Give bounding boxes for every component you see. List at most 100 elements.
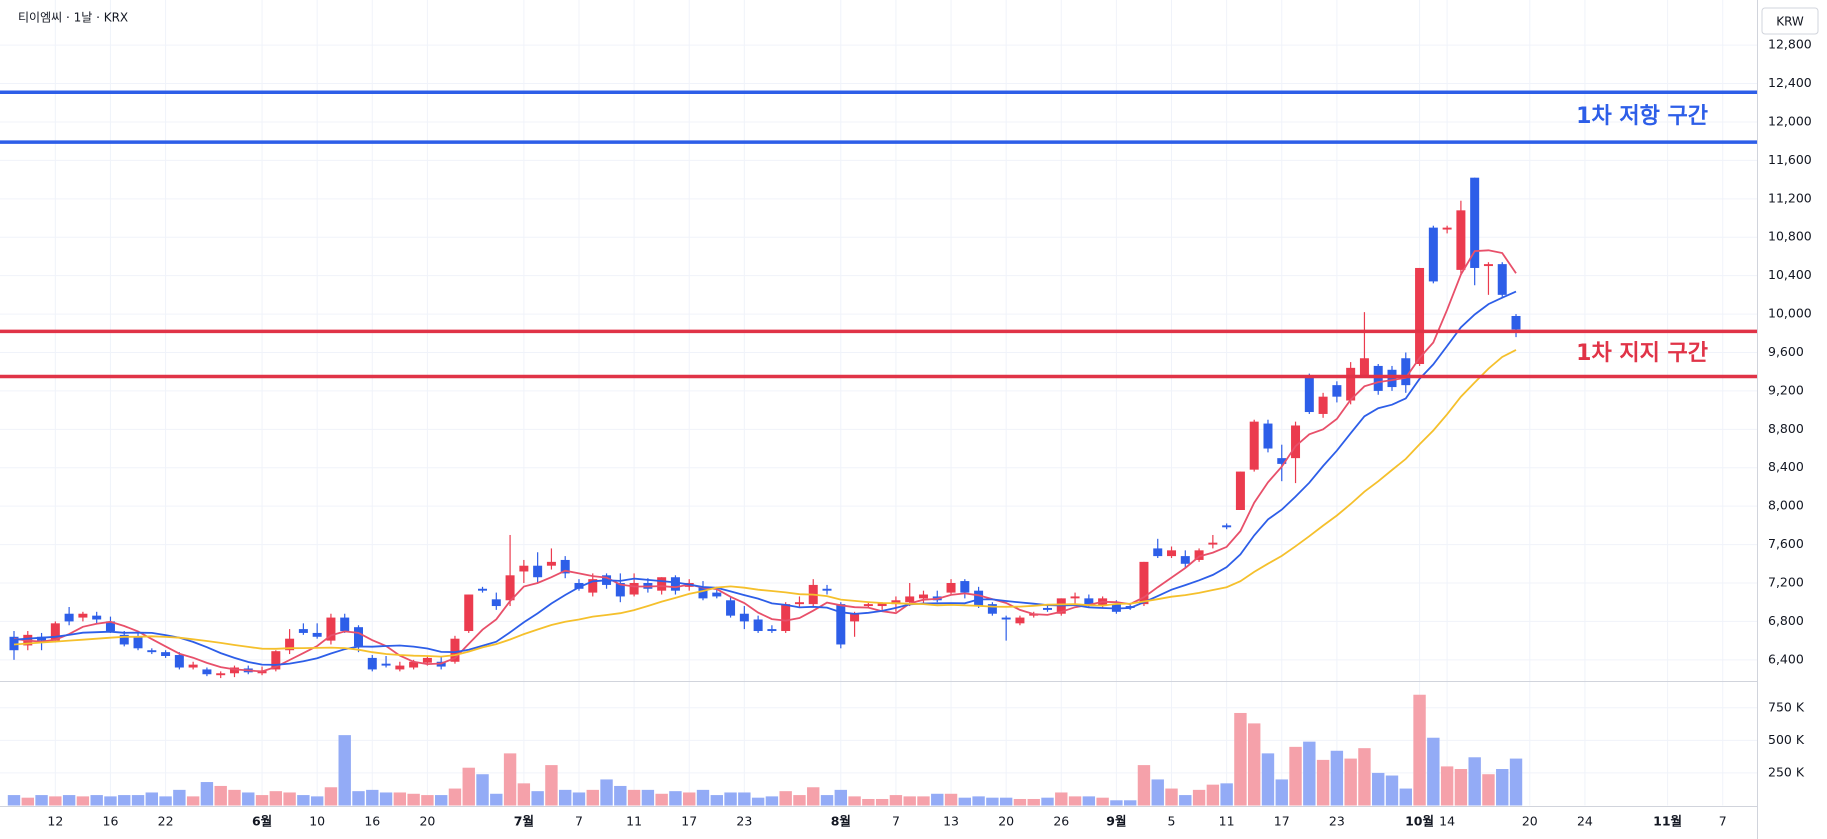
volume-bar bbox=[641, 789, 655, 806]
candle-body bbox=[505, 575, 515, 601]
candle-body bbox=[1511, 315, 1521, 330]
volume-bar bbox=[434, 795, 448, 806]
candle-body bbox=[312, 632, 322, 637]
volume-bar bbox=[559, 789, 572, 806]
volume-bar bbox=[765, 796, 779, 806]
currency-label[interactable]: KRW bbox=[1776, 15, 1804, 29]
volume-bar bbox=[476, 774, 489, 806]
volume-bar bbox=[49, 796, 62, 806]
volume-bar bbox=[145, 792, 158, 806]
candle-body bbox=[491, 599, 501, 607]
candle-body bbox=[37, 636, 47, 641]
candle-body bbox=[1428, 227, 1438, 282]
y-tick-label: 6,800 bbox=[1768, 613, 1804, 628]
candle-body bbox=[974, 590, 984, 607]
volume-bar bbox=[1344, 758, 1357, 806]
volume-bar bbox=[242, 792, 255, 806]
currency-box[interactable] bbox=[1761, 7, 1819, 35]
x-tick-label: 13 bbox=[943, 814, 959, 829]
candle-body bbox=[1318, 396, 1328, 414]
y-tick-label: 12,400 bbox=[1768, 75, 1812, 90]
volume-bar bbox=[738, 792, 751, 806]
grid bbox=[0, 0, 1757, 806]
candle-body bbox=[1442, 227, 1452, 230]
candle-body bbox=[670, 577, 680, 591]
volume-bar bbox=[751, 797, 765, 806]
x-tick-label: 14 bbox=[1439, 814, 1455, 829]
candle-body bbox=[574, 582, 584, 589]
x-tick-label: 22 bbox=[158, 814, 174, 829]
candle-body bbox=[188, 664, 198, 668]
y-tick-label: 12,800 bbox=[1768, 37, 1812, 52]
x-tick-label: 16 bbox=[364, 814, 380, 829]
volume-bar bbox=[834, 789, 847, 806]
candle-body bbox=[1346, 367, 1356, 401]
volume-bar bbox=[1261, 753, 1275, 806]
candle-body bbox=[1359, 358, 1369, 376]
candle-body bbox=[1153, 548, 1163, 557]
volume-bar bbox=[186, 796, 200, 806]
volume-bar bbox=[1427, 737, 1440, 806]
volume-bar bbox=[1289, 746, 1302, 806]
candle-body bbox=[1291, 425, 1301, 459]
candle-body bbox=[905, 596, 915, 603]
candle-body bbox=[1222, 525, 1232, 528]
volume-bar bbox=[1440, 766, 1454, 806]
x-tick-label: 7 bbox=[1719, 814, 1727, 829]
candle-body bbox=[133, 636, 143, 649]
x-tick-label: 7월 bbox=[514, 814, 534, 829]
candle-body bbox=[615, 582, 625, 597]
volume-bar bbox=[958, 797, 972, 806]
candle-body bbox=[1249, 421, 1259, 470]
volume-bar bbox=[366, 789, 379, 806]
moving-average-line bbox=[13, 249, 1517, 673]
candle-body bbox=[202, 669, 212, 675]
candle-body bbox=[340, 617, 350, 632]
y-tick-label: 9,200 bbox=[1768, 382, 1804, 397]
y-tick-label: 10,400 bbox=[1768, 267, 1812, 282]
candle-body bbox=[698, 586, 708, 599]
volume-bar bbox=[283, 792, 296, 806]
y-tick-label: 8,800 bbox=[1768, 421, 1804, 436]
candle-body bbox=[464, 594, 474, 632]
volume-bar bbox=[503, 753, 517, 806]
volume-bar bbox=[338, 735, 351, 806]
volume-bar bbox=[586, 789, 599, 806]
candle-body bbox=[1470, 177, 1480, 268]
volume-bar bbox=[1123, 800, 1137, 806]
candle-body bbox=[1263, 423, 1273, 449]
candle-body bbox=[1180, 556, 1190, 564]
volume-bar bbox=[255, 795, 269, 806]
volume-bar bbox=[1027, 798, 1040, 806]
x-tick-label: 10월 bbox=[1405, 814, 1434, 829]
candle-body bbox=[161, 652, 171, 656]
candle-body bbox=[533, 565, 543, 578]
candle-body bbox=[298, 629, 308, 633]
candle-body bbox=[78, 613, 88, 618]
candle-body bbox=[105, 621, 115, 632]
volume-bar bbox=[999, 797, 1013, 806]
x-tick-label: 17 bbox=[681, 814, 697, 829]
volume-bar bbox=[917, 796, 930, 806]
x-tick-label: 23 bbox=[736, 814, 752, 829]
candle-body bbox=[285, 638, 295, 651]
candle-body bbox=[560, 559, 570, 574]
candle-body bbox=[767, 629, 777, 632]
volume-bar bbox=[269, 791, 283, 806]
volume-bar bbox=[1372, 772, 1385, 806]
volume-bar bbox=[76, 796, 90, 806]
volume-bar bbox=[517, 783, 531, 806]
volume-bar bbox=[793, 795, 806, 806]
candle-body bbox=[381, 663, 391, 666]
candle-body bbox=[395, 665, 405, 670]
candle-body bbox=[216, 673, 226, 676]
volume-bar bbox=[614, 785, 627, 806]
x-tick-label: 24 bbox=[1577, 814, 1593, 829]
y-tick-label: 7,600 bbox=[1768, 536, 1804, 551]
candle-body bbox=[1483, 264, 1493, 267]
candle-body bbox=[822, 588, 832, 591]
x-tick-label: 16 bbox=[103, 814, 119, 829]
volume-bar bbox=[724, 792, 737, 806]
candle-body bbox=[147, 650, 157, 653]
